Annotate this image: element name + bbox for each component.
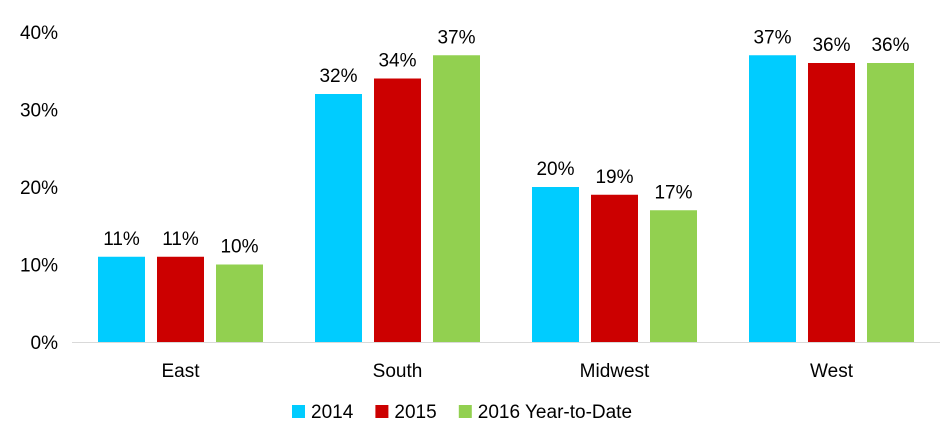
bar-midwest-1 <box>532 187 579 342</box>
data-label: 37% <box>753 27 791 48</box>
legend-swatch <box>458 405 472 418</box>
bar-east-2 <box>157 256 204 342</box>
bar-west-1 <box>749 55 796 342</box>
bar-south-2 <box>374 78 421 342</box>
data-label: 17% <box>654 182 692 203</box>
bar-west-3 <box>867 63 914 342</box>
bars <box>98 55 914 342</box>
bar-south-3 <box>433 55 480 342</box>
legend-swatch <box>375 405 389 418</box>
y-tick-label: 10% <box>20 256 58 277</box>
data-label: 36% <box>871 35 909 56</box>
y-tick-label: 0% <box>31 333 59 354</box>
x-category-label: Midwest <box>580 361 650 382</box>
legend-label: 2015 <box>394 402 436 423</box>
y-axis: 0% 10% 20% 30% 40% <box>20 23 58 354</box>
x-category-label: South <box>373 361 423 382</box>
data-label: 37% <box>437 27 475 48</box>
data-label: 19% <box>595 167 633 188</box>
y-tick-label: 20% <box>20 178 58 199</box>
data-label: 11% <box>162 229 199 250</box>
x-category-label: West <box>810 361 854 382</box>
bar-south-1 <box>315 94 362 342</box>
data-label: 10% <box>220 237 258 258</box>
bar-east-1 <box>98 256 145 342</box>
bar-west-2 <box>808 63 855 342</box>
data-label: 32% <box>319 66 357 87</box>
y-tick-label: 30% <box>20 101 58 122</box>
x-category-label: East <box>161 361 200 382</box>
y-tick-label: 40% <box>20 23 58 44</box>
data-labels: 11% 11% 10% 32% 34% 37% 20% 19% 17% 37% 36% 36% <box>103 27 909 257</box>
legend: 2014 2015 2016 Year-to-Date <box>292 402 632 423</box>
bar-midwest-2 <box>591 194 638 342</box>
legend-label: 2016 Year-to-Date <box>478 402 632 423</box>
legend-swatch <box>292 405 305 418</box>
x-axis: East South Midwest West <box>72 342 940 382</box>
data-label: 34% <box>378 51 416 72</box>
data-label: 20% <box>536 159 574 180</box>
legend-label: 2014 <box>311 402 354 423</box>
data-label: 11% <box>103 229 140 250</box>
bar-midwest-3 <box>650 210 697 342</box>
data-label: 36% <box>812 35 850 56</box>
bar-east-3 <box>216 264 263 342</box>
